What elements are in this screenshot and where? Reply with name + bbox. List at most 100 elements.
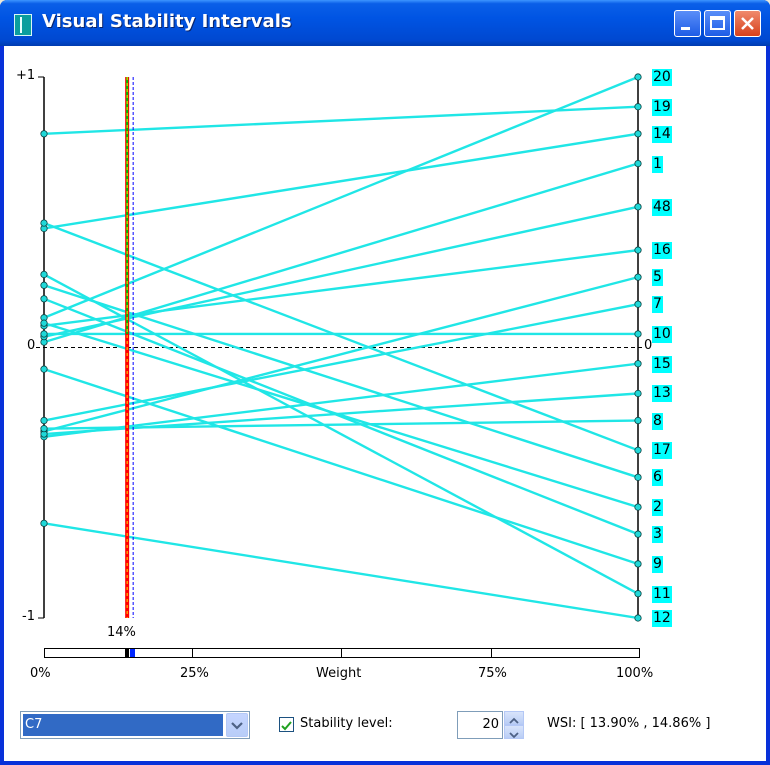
- right-zero-label: 0: [644, 338, 653, 353]
- title-bar[interactable]: Visual Stability Intervals: [0, 0, 770, 46]
- left-point-2: [40, 319, 48, 327]
- right-label-10: 10: [652, 325, 672, 343]
- y-zero-label: 0: [27, 338, 36, 353]
- tick-75: [491, 649, 492, 657]
- right-label-8: 8: [652, 412, 663, 430]
- series-line-5: [43, 276, 639, 433]
- minimize-icon: [681, 27, 690, 30]
- wsi-readout: WSI: [ 13.90% , 14.86% ]: [547, 716, 711, 731]
- series-line-19: [43, 105, 639, 136]
- plot-canvas: [36, 73, 644, 622]
- stability-plot: +1 0 -1 0 14% 20 19 14 1 48 16 5 7 10 15 13 8 17 6 2 3 9…: [4, 46, 766, 686]
- right-label-14: 14: [652, 125, 672, 143]
- right-label-2: 2: [652, 499, 663, 517]
- weight-marker-label: 14%: [107, 625, 136, 640]
- series-line-6: [43, 284, 639, 479]
- right-label-48: 48: [652, 198, 672, 216]
- right-label-15: 15: [652, 355, 672, 373]
- right-point-2: [634, 503, 642, 511]
- right-label-17: 17: [652, 442, 672, 460]
- stability-label: Stability level:: [300, 716, 393, 731]
- dropdown-button[interactable]: [226, 713, 248, 737]
- right-label-19: 19: [652, 98, 672, 116]
- left-point-3: [40, 295, 48, 303]
- left-point-19: [40, 130, 48, 138]
- right-label-5: 5: [652, 269, 663, 287]
- stability-spinner[interactable]: [504, 711, 524, 739]
- series-line-20: [43, 75, 639, 319]
- axis-label-weight: Weight: [316, 666, 362, 681]
- series-line-2: [43, 322, 639, 509]
- left-point-11: [40, 270, 48, 279]
- series-line-12: [43, 522, 639, 620]
- close-icon: [741, 17, 754, 30]
- right-point-1: [634, 159, 642, 168]
- right-label-13: 13: [652, 385, 672, 403]
- left-point-8: [40, 425, 48, 433]
- right-point-12: [634, 614, 642, 622]
- spin-up-button[interactable]: [504, 711, 524, 725]
- alternative-select[interactable]: C7: [20, 711, 250, 739]
- right-label-3: 3: [652, 526, 663, 544]
- left-point-12: [40, 519, 48, 527]
- right-point-7: [634, 300, 642, 308]
- minimize-button[interactable]: [674, 10, 701, 37]
- right-label-11: 11: [652, 585, 672, 603]
- axis-tick-0: 0%: [30, 666, 51, 681]
- tick-25: [192, 649, 193, 657]
- right-label-1: 1: [652, 155, 663, 173]
- axis-tick-75: 75%: [478, 666, 507, 681]
- tick-50: [341, 649, 342, 657]
- series-line-14: [43, 132, 639, 230]
- weight-slider[interactable]: [44, 648, 640, 658]
- right-point-16: [634, 246, 642, 254]
- alternative-selected-value: C7: [23, 714, 223, 736]
- stability-level-input[interactable]: 20: [457, 711, 503, 739]
- maximize-button[interactable]: [704, 10, 731, 37]
- stability-range-bar: [130, 649, 135, 657]
- window-title: Visual Stability Intervals: [42, 11, 292, 32]
- left-point-17: [40, 219, 48, 227]
- right-point-20: [634, 73, 642, 81]
- maximize-icon: [710, 16, 725, 30]
- axis-tick-25: 25%: [180, 666, 209, 681]
- right-point-6: [634, 473, 642, 481]
- right-label-12: 12: [652, 610, 672, 627]
- series-line-8: [43, 419, 639, 430]
- right-label-6: 6: [652, 469, 663, 487]
- right-point-14: [634, 130, 642, 138]
- right-point-15: [634, 360, 642, 368]
- right-point-17: [634, 446, 642, 454]
- series-line-3: [43, 297, 639, 536]
- close-button[interactable]: [734, 10, 761, 37]
- right-point-3: [634, 530, 642, 538]
- series-line-11: [43, 273, 639, 595]
- chevron-down-icon: [231, 722, 243, 730]
- arrow-up-icon: [509, 717, 519, 724]
- left-point-10: [40, 330, 48, 338]
- y-min-label: -1: [22, 609, 35, 624]
- right-point-8: [634, 416, 642, 425]
- left-point-7: [40, 416, 48, 425]
- series-line-17: [43, 221, 639, 452]
- arrow-down-icon: [509, 732, 519, 739]
- series-line-15: [43, 362, 639, 438]
- right-label-9: 9: [652, 555, 663, 573]
- axis-tick-100: 100%: [616, 666, 654, 681]
- right-point-5: [634, 273, 642, 281]
- series-line-16: [43, 248, 639, 328]
- y-max-label: +1: [16, 68, 36, 83]
- right-label-16: 16: [652, 242, 672, 260]
- stability-checkbox[interactable]: [279, 717, 294, 732]
- left-point-9: [40, 365, 48, 373]
- right-label-7: 7: [652, 296, 663, 314]
- right-label-20: 20: [652, 69, 672, 86]
- app-icon: [14, 14, 32, 36]
- right-point-11: [634, 590, 642, 598]
- right-point-13: [634, 389, 642, 398]
- spin-down-button[interactable]: [504, 725, 524, 739]
- right-point-48: [634, 203, 642, 211]
- weight-slider-thumb[interactable]: [125, 648, 129, 658]
- checkmark-icon: [281, 721, 292, 731]
